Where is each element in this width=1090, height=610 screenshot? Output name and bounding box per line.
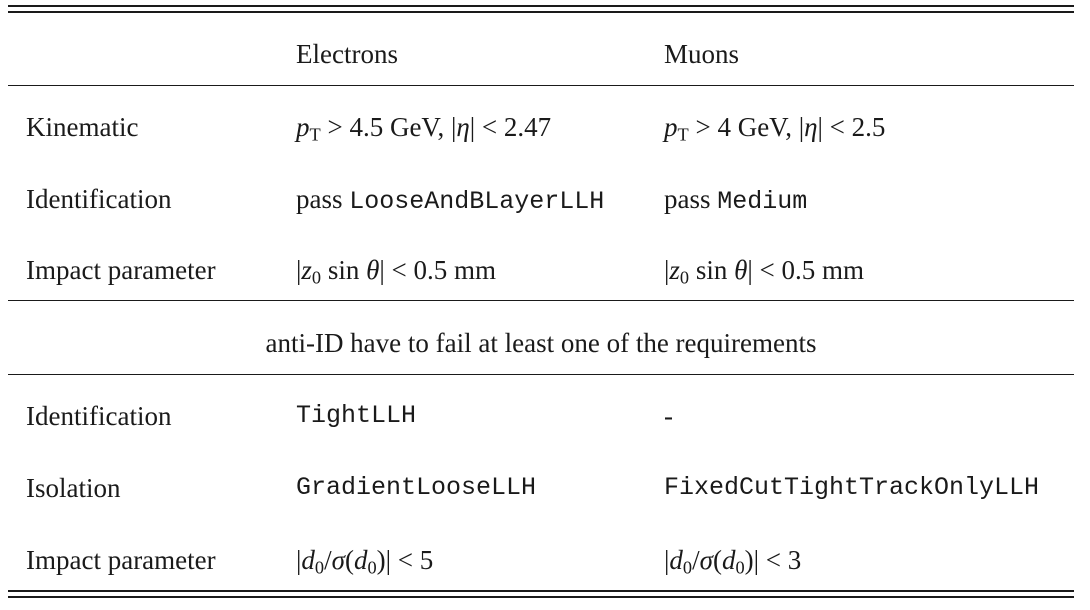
working-point: LooseAndBLayerLLH [349,187,605,216]
paren-open: ( [712,545,722,575]
sigma-symbol: σ [331,545,345,575]
row-label-identification-anti: Identification [26,401,172,431]
impact-cut: | < 0.5 mm [747,255,865,285]
row-label-impact-parameter: Impact parameter [26,255,216,285]
paren-close: ) [744,545,754,575]
identification-electrons: pass LooseAndBLayerLLH [296,182,604,219]
z-symbol: z [301,255,312,285]
sin-text: sin [321,255,367,285]
anti-id-rule [8,374,1074,376]
identification-anti-electrons: TightLLH [296,401,417,430]
anti-id-note: anti-ID have to fail at least one of the… [265,328,817,358]
impact-anti-muons: |d0/σ(d0)| < 3 [664,543,801,577]
z-symbol: z [669,255,680,285]
paren-open: ( [344,545,354,575]
abs-open: | [296,255,302,285]
isolation-muons: FixedCutTightTrackOnlyLLH [664,473,1040,502]
row-label-kinematic: Kinematic [26,112,139,142]
header-muons: Muons [664,39,740,69]
eta-symbol: η [804,112,818,142]
table-bottom-rule-2 [8,596,1074,598]
abs-open: | [296,545,302,575]
eta-symbol: η [456,112,470,142]
table-top-rule-2 [8,11,1074,13]
row-label-isolation: Isolation [26,473,121,503]
d-subscript-inner: 0 [367,557,377,578]
eta-cut: | < 2.5 [817,112,886,142]
significance-cut: | < 3 [753,545,802,575]
header-electrons: Electrons [296,39,398,69]
pt-subscript: T [677,124,689,145]
d-symbol: d [669,545,683,575]
paren-close: ) [376,545,386,575]
impact-cut: | < 0.5 mm [379,255,497,285]
pt-cut: > 4 GeV, | [688,112,805,142]
d-symbol: d [301,545,315,575]
kinematic-muons: pT > 4 GeV, |η| < 2.5 [664,110,885,144]
section1-rule [8,300,1074,302]
row-label-impact-parameter-anti: Impact parameter [26,545,216,575]
slash: / [324,545,332,575]
impact-muons: |z0 sin θ| < 0.5 mm [664,253,864,287]
z-subscript: 0 [679,267,690,288]
eta-cut: | < 2.47 [469,112,552,142]
identification-anti-muons: - [664,401,673,431]
working-point: Medium [717,187,808,216]
header-rule [8,85,1074,87]
theta-symbol: θ [734,255,748,285]
isolation-electrons: GradientLooseLLH [296,473,537,502]
abs-open: | [664,545,670,575]
identification-muons: pass Medium [664,182,807,219]
slash: / [692,545,700,575]
impact-anti-electrons: |d0/σ(d0)| < 5 [296,543,433,577]
row-label-identification: Identification [26,184,172,214]
d-subscript-inner: 0 [735,557,745,578]
table-bottom-rule-1 [8,590,1074,592]
sin-text: sin [689,255,735,285]
significance-cut: | < 5 [385,545,434,575]
d-subscript: 0 [314,557,325,578]
pt-symbol: p [296,112,310,142]
sigma-symbol: σ [699,545,713,575]
d-symbol-inner: d [721,545,736,575]
theta-symbol: θ [366,255,380,285]
pt-subscript: T [309,124,321,145]
kinematic-electrons: pT > 4.5 GeV, |η| < 2.47 [296,110,551,144]
z-subscript: 0 [311,267,322,288]
pt-symbol: p [664,112,678,142]
d-subscript: 0 [682,557,693,578]
table-top-rule-1 [8,5,1074,7]
abs-open: | [664,255,670,285]
pt-cut: > 4.5 GeV, | [320,112,457,142]
pass-prefix: pass [664,184,718,214]
impact-electrons: |z0 sin θ| < 0.5 mm [296,253,496,287]
pass-prefix: pass [296,184,350,214]
d-symbol-inner: d [353,545,368,575]
